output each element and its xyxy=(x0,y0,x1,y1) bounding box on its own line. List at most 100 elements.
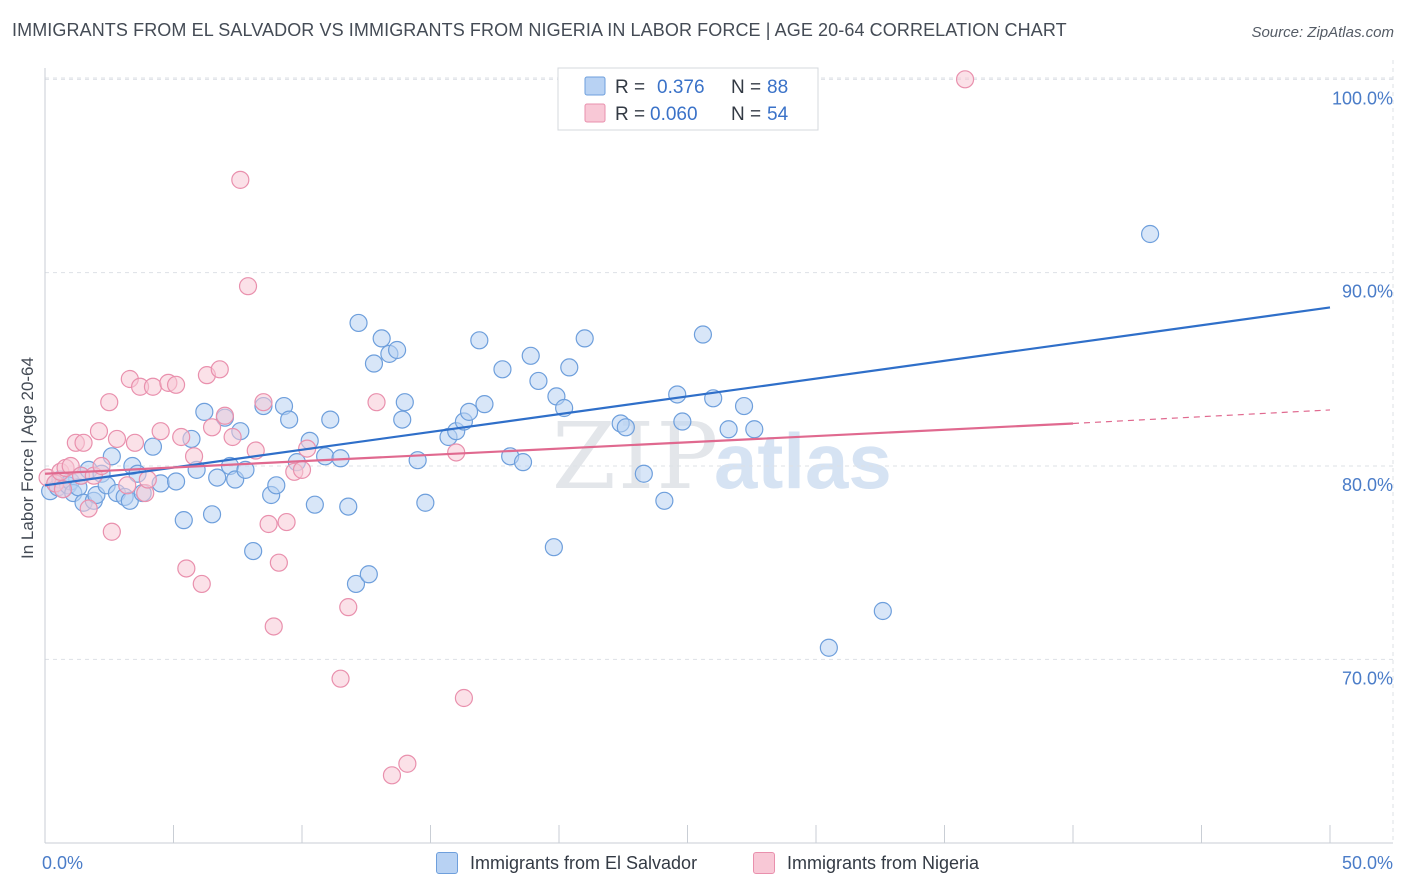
legend-r-label-el-salvador: R = xyxy=(615,77,645,98)
el-salvador-point xyxy=(364,354,384,373)
legend-n-value-el-salvador: 88 xyxy=(767,77,788,98)
el-salvador-point xyxy=(236,460,255,479)
nigeria-trend-extension xyxy=(1072,409,1331,425)
el-salvador-point xyxy=(673,412,692,431)
el-salvador-point xyxy=(339,497,358,516)
el-salvador-point xyxy=(873,601,892,621)
nigeria-point xyxy=(277,512,296,532)
nigeria-trend-line xyxy=(44,422,1074,475)
grid-lines xyxy=(45,60,1394,843)
el-salvador-point xyxy=(575,329,594,348)
el-salvador-point xyxy=(195,402,214,421)
el-salvador-point xyxy=(387,340,407,360)
nigeria-point xyxy=(138,470,157,489)
nigeria-point xyxy=(331,669,350,688)
y-tick-label: 80.0% xyxy=(1342,475,1393,495)
y-tick-label: 100.0% xyxy=(1332,88,1393,108)
el-salvador-point xyxy=(693,325,713,344)
el-salvador-point xyxy=(321,410,340,429)
nigeria-point xyxy=(172,427,191,447)
nigeria-point xyxy=(202,418,222,437)
y-tick-label: 90.0% xyxy=(1342,282,1393,302)
y-tick-labels: 70.0% 80.0% 90.0% 100.0% xyxy=(1332,88,1393,688)
nigeria-point xyxy=(454,688,474,708)
nigeria-point xyxy=(367,393,386,412)
nigeria-point xyxy=(292,460,312,479)
el-salvador-point xyxy=(544,538,563,557)
el-salvador-point xyxy=(745,420,764,439)
watermark-atlas: atlas xyxy=(714,417,892,505)
el-salvador-point xyxy=(475,395,494,414)
nigeria-point xyxy=(143,377,163,396)
el-salvador-point xyxy=(470,331,489,350)
source-credit: Source: ZipAtlas.com xyxy=(1251,24,1394,41)
el-salvador-point xyxy=(560,358,579,377)
el-salvador-point xyxy=(459,402,479,421)
nigeria-point xyxy=(89,422,109,441)
watermark: ZIP atlas xyxy=(552,403,892,510)
el-salvador-point xyxy=(280,410,299,429)
legend-r-label-nigeria: R = xyxy=(615,104,645,125)
chart-title: IMMIGRANTS FROM EL SALVADOR VS IMMIGRANT… xyxy=(12,20,1067,40)
bottom-legend-swatch-nigeria xyxy=(753,852,775,874)
el-salvador-point xyxy=(416,493,435,512)
el-salvador-point xyxy=(359,565,378,584)
nigeria-point xyxy=(166,375,186,394)
el-salvador-point xyxy=(174,511,193,530)
nigeria-point xyxy=(238,277,258,296)
legend-r-value-nigeria: 0.060 xyxy=(650,104,698,125)
el-salvador-point xyxy=(305,495,324,514)
el-salvador-point xyxy=(1140,224,1160,244)
el-salvador-point xyxy=(719,420,738,439)
nigeria-point xyxy=(102,522,121,541)
nigeria-point xyxy=(231,170,250,189)
el-salvador-point xyxy=(143,437,163,456)
nigeria-point xyxy=(118,476,137,495)
legend-n-label-el-salvador: N = xyxy=(731,77,761,98)
bottom-legend-nigeria: Immigrants from Nigeria xyxy=(753,852,979,874)
nigeria-point xyxy=(339,598,358,617)
el-salvador-point xyxy=(393,410,412,429)
el-salvador-point xyxy=(634,464,653,483)
bottom-legend-el-salvador: Immigrants from El Salvador xyxy=(436,852,697,874)
el-salvador-point xyxy=(346,574,366,594)
nigeria-point xyxy=(184,447,204,466)
legend-r-value-el-salvador: 0.376 xyxy=(657,77,705,98)
el-salvador-point xyxy=(372,329,391,348)
nigeria-point xyxy=(259,514,278,534)
el-salvador-point xyxy=(349,313,368,333)
x-tick-label-max: 50.0% xyxy=(1342,853,1393,873)
nigeria-point xyxy=(223,427,242,447)
nigeria-point xyxy=(151,422,170,441)
el-salvador-point xyxy=(166,472,186,491)
bottom-legend-label-el-salvador: Immigrants from El Salvador xyxy=(470,852,698,873)
nigeria-point xyxy=(955,70,975,89)
el-salvador-point xyxy=(655,491,674,510)
nigeria-point xyxy=(269,553,288,572)
nigeria-points xyxy=(38,70,975,785)
nigeria-point xyxy=(125,433,145,452)
el-salvador-point xyxy=(493,360,512,379)
nigeria-point xyxy=(210,360,229,379)
el-salvador-trend-line xyxy=(44,306,1331,487)
nigeria-point xyxy=(100,393,119,412)
nigeria-point xyxy=(79,499,98,518)
el-salvador-point xyxy=(202,505,222,524)
y-tick-label: 70.0% xyxy=(1342,668,1393,688)
el-salvador-point xyxy=(316,447,335,466)
nigeria-point xyxy=(74,433,93,452)
axes xyxy=(44,68,1393,844)
nigeria-point xyxy=(254,393,273,412)
legend-swatch-nigeria xyxy=(584,103,606,123)
el-salvador-point xyxy=(529,371,548,391)
bottom-legend-label-nigeria: Immigrants from Nigeria xyxy=(787,852,980,873)
watermark-zip: ZIP xyxy=(552,403,720,510)
el-salvador-point xyxy=(267,476,286,495)
nigeria-point xyxy=(107,429,127,449)
nigeria-point xyxy=(382,766,402,785)
nigeria-point xyxy=(177,559,196,578)
nigeria-point xyxy=(215,406,234,425)
bottom-legend-swatch-el-salvador xyxy=(436,852,458,874)
legend-swatch-el-salvador xyxy=(584,76,606,96)
